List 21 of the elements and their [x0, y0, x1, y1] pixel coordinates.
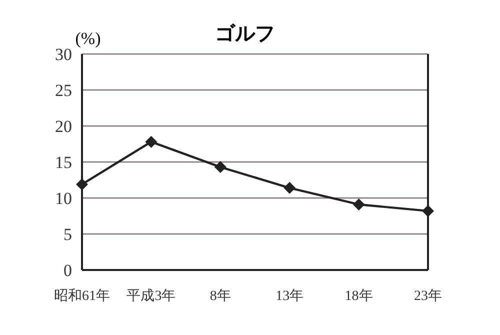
y-tick-label: 20 [55, 117, 72, 136]
point [352, 198, 365, 210]
x-tick-label: 8年 [210, 288, 231, 304]
y-tick-label: 5 [64, 225, 72, 244]
x-tick-label: 昭和61年 [54, 288, 110, 304]
x-tick-label: 平成3年 [126, 288, 176, 304]
point [145, 136, 158, 148]
y-tick-label: 25 [55, 81, 72, 100]
point [76, 178, 88, 190]
y-tick-label: 30 [55, 45, 72, 64]
point [422, 204, 434, 217]
y-tick-label: 0 [64, 261, 72, 280]
x-tick-label: 13年 [276, 288, 304, 304]
y-axis-title: (%) [75, 29, 101, 48]
point [284, 182, 296, 194]
x-tick-label: 18年 [344, 288, 373, 304]
y-tick-label: 15 [55, 153, 72, 172]
y-tick-label: 10 [55, 189, 72, 208]
chart-title: ゴルフ [215, 21, 275, 45]
point [214, 161, 226, 174]
x-tick-label: 23年 [414, 288, 442, 304]
